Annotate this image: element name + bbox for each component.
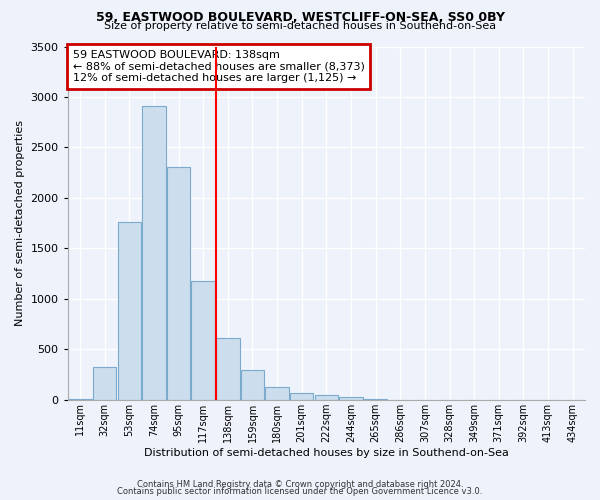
Text: Size of property relative to semi-detached houses in Southend-on-Sea: Size of property relative to semi-detach… — [104, 21, 496, 31]
Text: Contains HM Land Registry data © Crown copyright and database right 2024.: Contains HM Land Registry data © Crown c… — [137, 480, 463, 489]
Bar — [68, 399, 92, 400]
Text: 59 EASTWOOD BOULEVARD: 138sqm
← 88% of semi-detached houses are smaller (8,373)
: 59 EASTWOOD BOULEVARD: 138sqm ← 88% of s… — [73, 50, 365, 83]
Y-axis label: Number of semi-detached properties: Number of semi-detached properties — [15, 120, 25, 326]
Text: 59, EASTWOOD BOULEVARD, WESTCLIFF-ON-SEA, SS0 0BY: 59, EASTWOOD BOULEVARD, WESTCLIFF-ON-SEA… — [95, 11, 505, 24]
Bar — [191, 281, 215, 400]
Bar — [93, 368, 116, 400]
Bar — [118, 222, 141, 400]
Bar — [290, 393, 313, 400]
Bar — [339, 396, 362, 400]
Bar — [167, 166, 190, 400]
Bar — [314, 395, 338, 400]
Bar — [216, 338, 239, 400]
Text: Contains public sector information licensed under the Open Government Licence v3: Contains public sector information licen… — [118, 487, 482, 496]
Bar — [364, 399, 388, 400]
Bar — [241, 370, 264, 400]
Bar — [265, 386, 289, 400]
Bar — [142, 106, 166, 400]
X-axis label: Distribution of semi-detached houses by size in Southend-on-Sea: Distribution of semi-detached houses by … — [144, 448, 509, 458]
